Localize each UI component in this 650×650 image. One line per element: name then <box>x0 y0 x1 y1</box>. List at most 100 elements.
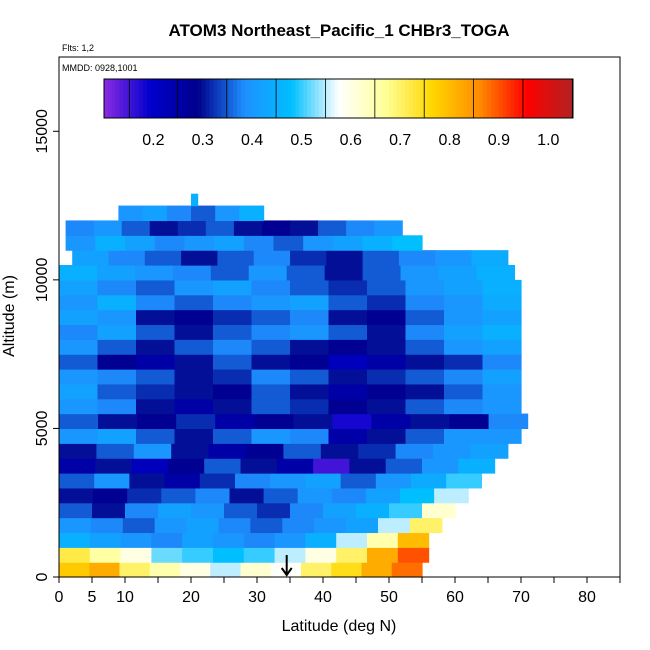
heatmap-cell <box>303 235 334 251</box>
heatmap-cell <box>346 517 379 534</box>
colorbar-tick-labels: 0.2 0.3 0.4 0.5 0.6 0.7 0.8 0.9 1.0 <box>142 132 559 149</box>
heatmap-cell <box>154 517 188 534</box>
colorbar-swatch <box>432 79 437 118</box>
heatmap-cell <box>97 279 137 296</box>
y-tick-label: 15000 <box>34 109 51 154</box>
colorbar-swatch <box>342 79 347 118</box>
colorbar-swatch <box>256 79 261 118</box>
heatmap-cell <box>59 428 99 444</box>
heatmap-cell <box>174 324 214 340</box>
heatmap-cell <box>405 428 445 444</box>
colorbar-swatch <box>483 79 488 118</box>
heatmap-cell <box>184 235 215 251</box>
heatmap-cell <box>59 309 99 326</box>
heatmap-cell <box>349 458 387 474</box>
heatmap-cell <box>72 250 110 266</box>
heatmap-cell <box>367 547 399 563</box>
heatmap-cell <box>176 413 216 430</box>
heatmap-cell <box>174 369 214 385</box>
x-tick-label: 50 <box>380 589 398 606</box>
heatmap-cell <box>400 265 440 281</box>
heatmap-cell <box>65 220 95 236</box>
heatmap-cell <box>248 265 288 281</box>
heatmap-cell <box>336 547 368 563</box>
heatmap-cell <box>240 458 278 474</box>
heatmap-cell <box>229 487 265 504</box>
heatmap-cell <box>482 294 522 311</box>
x-tick-label: 5 <box>88 589 97 606</box>
heatmap-cell <box>208 443 247 459</box>
heatmap-cell <box>235 473 271 489</box>
colorbar-swatch <box>361 79 367 118</box>
heatmap-cell <box>174 398 214 415</box>
colorbar-swatch <box>170 79 175 118</box>
colorbar-swatch <box>123 79 128 118</box>
colorbar-swatch <box>318 79 324 118</box>
heatmap-cell <box>59 502 93 519</box>
heatmap-cell <box>213 339 253 355</box>
heatmap-cell <box>367 294 407 311</box>
colorbar-swatch <box>514 79 519 118</box>
heatmap-cell <box>137 413 177 430</box>
colorbar-swatch <box>186 79 191 118</box>
colorbar-swatch <box>240 79 246 118</box>
colorbar-swatch <box>150 79 156 118</box>
heatmap-cell <box>392 235 423 251</box>
chart-title: ATOM3 Northeast_Pacific_1 CHBr3_TOGA <box>168 21 509 40</box>
heatmap-cell <box>405 398 445 415</box>
heatmap-cell <box>286 265 326 281</box>
heatmap-cell <box>59 547 91 563</box>
colorbar-tick-label: 0.5 <box>290 132 312 149</box>
heatmap-cell <box>97 398 137 415</box>
colorbar-swatch <box>143 79 148 118</box>
colorbar-swatch <box>299 79 304 118</box>
colorbar-swatch <box>193 79 199 118</box>
colorbar-swatch <box>502 79 508 118</box>
heatmap-cell <box>276 458 314 474</box>
heatmap-cell <box>199 473 236 489</box>
colorbar-swatch <box>498 79 504 118</box>
heatmap-cell <box>444 339 484 355</box>
colorbar-swatch <box>557 79 562 118</box>
heatmap-cell <box>446 473 482 489</box>
heatmap-cell <box>240 562 272 578</box>
heatmap-cell <box>328 354 368 370</box>
colorbar-swatch <box>135 79 140 118</box>
heatmap-cell <box>409 517 443 534</box>
colorbar-swatch <box>549 79 554 118</box>
heatmap-cell <box>367 339 407 355</box>
heatmap-cell <box>273 235 304 251</box>
heatmap-cell <box>270 473 306 489</box>
heatmap-cell <box>204 458 242 474</box>
heatmap-cell <box>180 562 211 578</box>
heatmap-cell <box>410 413 451 430</box>
colorbar-frame <box>103 78 574 119</box>
heatmap-cell <box>186 517 220 534</box>
heatmap-cell <box>367 398 407 415</box>
heatmap-cell <box>361 562 393 578</box>
heatmap-cell <box>422 458 459 474</box>
heatmap-cell <box>324 265 364 281</box>
heatmap-cell <box>136 383 176 400</box>
heatmap-cell <box>174 354 214 370</box>
colorbar-swatch <box>444 79 449 118</box>
heatmap-cell <box>482 339 522 355</box>
heatmap-cell <box>438 265 478 281</box>
x-tick-label: 70 <box>512 589 530 606</box>
heatmap-cell <box>434 487 469 504</box>
heatmap-cell <box>89 547 122 563</box>
heatmap-cell <box>482 279 522 296</box>
colorbar-swatch <box>463 79 468 118</box>
colorbar-swatch <box>248 79 254 118</box>
heatmap-cell <box>134 265 174 281</box>
heatmap-cell <box>205 220 235 236</box>
heatmap-cell <box>251 294 291 311</box>
heatmap-cell <box>243 532 276 548</box>
colorbar-swatch <box>420 79 425 118</box>
colorbar-swatch <box>221 79 226 118</box>
heatmap-cell <box>405 383 445 400</box>
heatmap-cell <box>328 398 368 415</box>
heatmap-cell <box>250 517 283 534</box>
heatmap-cell <box>97 428 137 444</box>
heatmap-cell <box>92 502 126 519</box>
